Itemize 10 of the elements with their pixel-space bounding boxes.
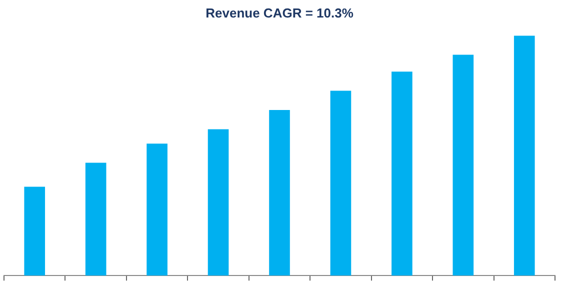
bar [330,90,352,276]
bar [452,54,474,276]
bar [392,72,412,276]
bar [24,186,46,276]
bar [146,144,168,276]
bar [85,162,106,276]
chart-title: Revenue CAGR = 10.3% [206,5,354,20]
bar [514,36,535,276]
bar [208,129,229,276]
bar [269,110,290,276]
